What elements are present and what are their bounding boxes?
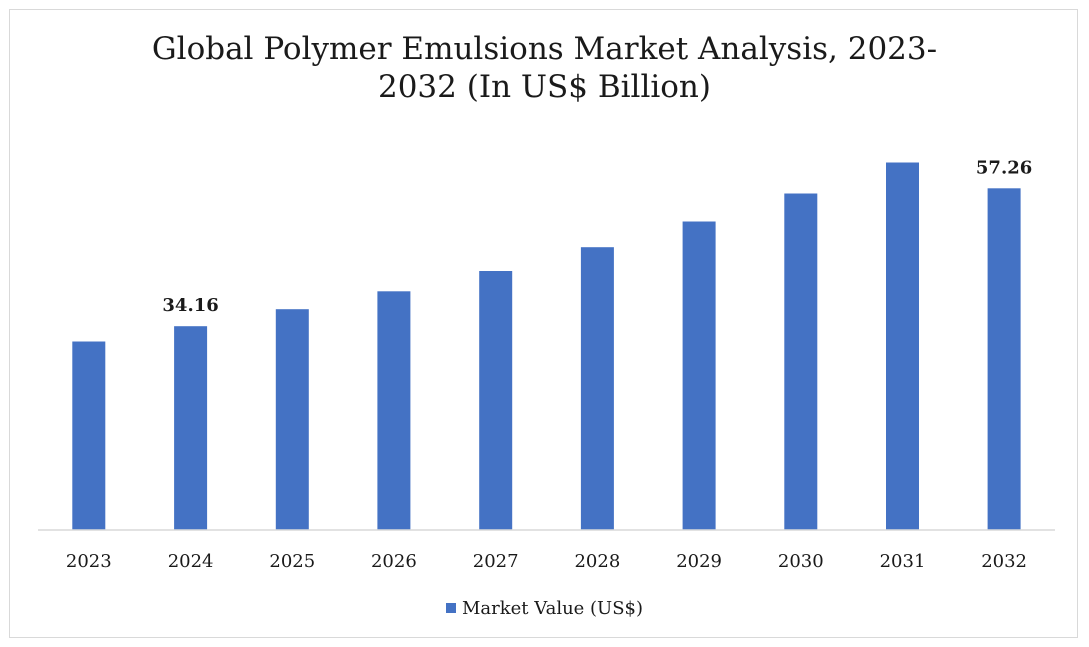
bar-2028 [580,247,614,530]
bars-group [72,162,1021,531]
x-tick-labels: 2023 2024 2025 2026 2027 2028 2029 2030 2031 2032 [66,551,1027,572]
bar-2023 [72,341,106,530]
data-labels: 34.16 57.26 [162,157,1032,316]
legend: Market Value (US$) [0,598,1089,619]
x-tick-label-2029: 2029 [676,551,722,572]
x-tick-label-2024: 2024 [168,551,214,572]
bar-2032 [987,188,1021,531]
bar-2026 [377,291,411,530]
bar-2029 [682,221,716,530]
legend-swatch [445,603,456,613]
data-label-2032: 57.26 [976,157,1032,178]
x-tick-label-2026: 2026 [371,551,417,572]
chart-title-line-2: 2032 (In US$ Billion) [377,69,711,105]
bar-2024 [174,326,208,530]
x-tick-label-2025: 2025 [269,551,315,572]
x-tick-label-2032: 2032 [981,551,1027,572]
bar-2027 [479,271,513,530]
x-tick-label-2027: 2027 [473,551,519,572]
legend-label: Market Value (US$) [461,598,644,619]
bar-2031 [886,162,919,530]
bar-2025 [275,309,309,530]
data-label-2024: 34.16 [162,295,218,316]
x-tick-label-2028: 2028 [574,551,620,572]
x-tick-label-2030: 2030 [778,551,824,572]
bar-2030 [784,193,818,530]
chart-title-line-1: Global Polymer Emulsions Market Analysis… [151,31,938,67]
x-tick-label-2031: 2031 [880,551,926,572]
x-tick-label-2023: 2023 [66,551,112,572]
chart-title: Global Polymer Emulsions Market Analysis… [0,30,1089,106]
